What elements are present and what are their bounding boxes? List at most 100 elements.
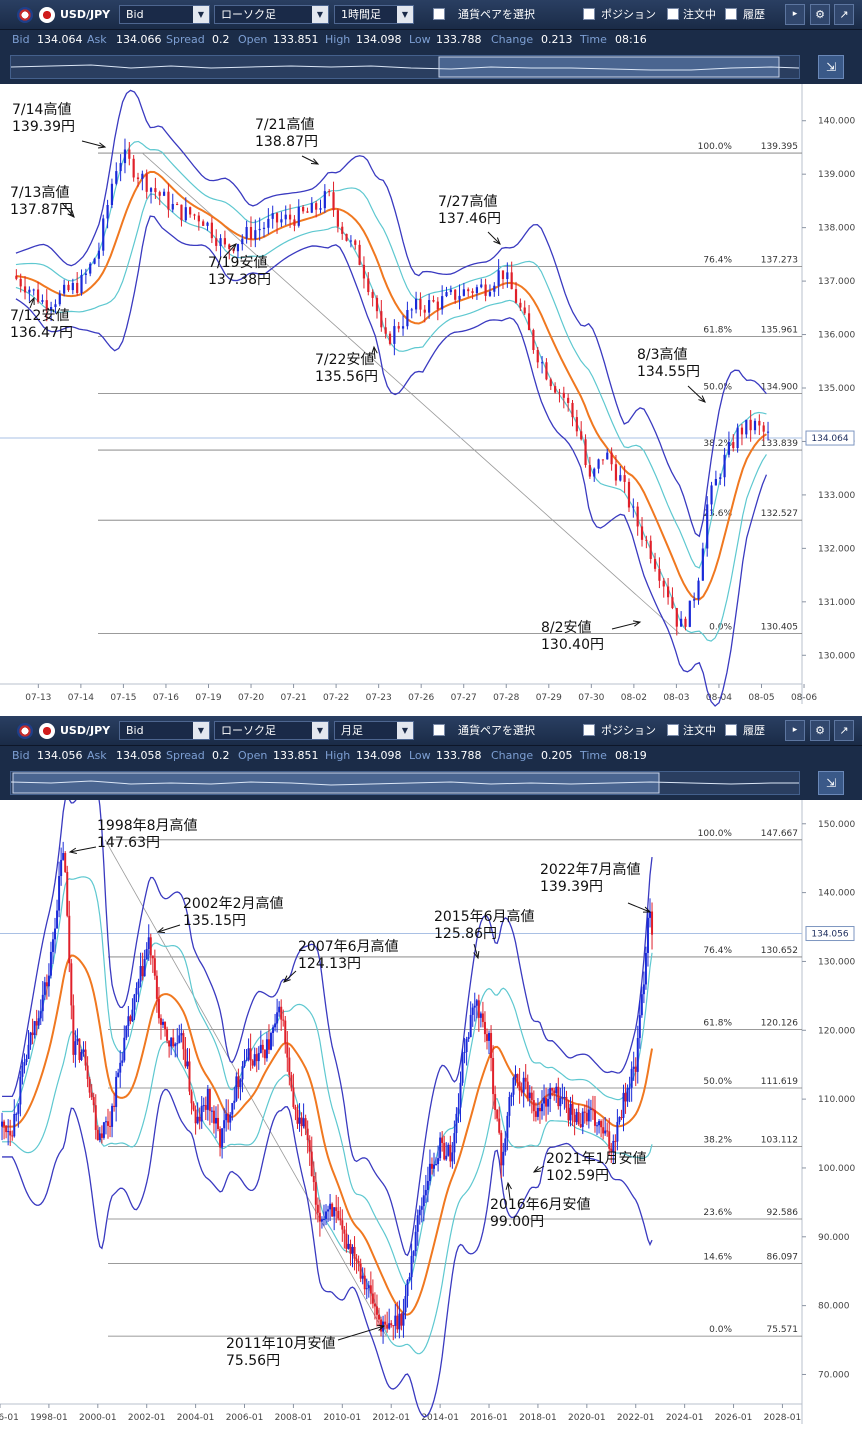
candle-body <box>649 540 652 559</box>
candle-body <box>333 1207 336 1217</box>
pair-label[interactable]: USD/JPY <box>60 724 111 737</box>
candle-body <box>255 1054 258 1062</box>
expand-icon[interactable]: ↗ <box>834 720 854 741</box>
zoom-icon[interactable]: ⇲ <box>818 55 844 79</box>
annotation-arrow <box>507 1182 511 1200</box>
history-checkbox[interactable] <box>725 8 737 20</box>
candle-body <box>254 230 257 240</box>
annotation-arrow <box>627 902 651 913</box>
price-type-select[interactable]: Bid ▼ <box>119 721 210 740</box>
candle-body <box>465 1038 468 1053</box>
gear-icon[interactable]: ⚙ <box>810 720 830 741</box>
candle-body <box>536 350 539 363</box>
pair-select-label[interactable]: 通貨ペアを選択 <box>458 724 535 737</box>
candle-body <box>543 1097 546 1104</box>
fib-percent-label: 23.6% <box>703 1208 732 1218</box>
expand-icon[interactable]: ↗ <box>834 4 854 25</box>
annotation-price: 124.13円 <box>298 956 361 972</box>
timeframe-select[interactable]: 1時間足 ▼ <box>334 5 414 24</box>
navigator-scrollbar[interactable] <box>10 55 800 79</box>
candle-body <box>484 284 487 296</box>
candle-body <box>479 1013 482 1018</box>
candle-body <box>501 270 505 280</box>
candle-body <box>336 210 339 227</box>
candle-body <box>345 233 348 241</box>
candle-body <box>545 1097 548 1107</box>
candle-body <box>310 1151 313 1177</box>
annotation-arrow <box>487 231 501 245</box>
candle-body <box>322 1219 325 1221</box>
position-checkbox[interactable] <box>583 724 595 736</box>
candle-body <box>510 1094 513 1098</box>
candle-body <box>210 222 213 239</box>
candle-body <box>171 203 174 210</box>
candle-body <box>41 300 44 302</box>
navigator-window[interactable] <box>12 772 660 794</box>
dropdown-arrow-icon: ▼ <box>193 6 209 23</box>
candle-body <box>710 485 713 505</box>
candle-body <box>562 392 565 398</box>
orders-checkbox[interactable] <box>667 724 679 736</box>
menu-button[interactable]: ▸ <box>785 4 805 25</box>
open-value: 133.851 <box>273 33 319 46</box>
gear-icon[interactable]: ⚙ <box>810 4 830 25</box>
price-type-value: Bid <box>126 8 144 21</box>
x-tick-label: 2008-01 <box>275 1413 313 1423</box>
x-tick-label: 2016-01 <box>470 1413 508 1423</box>
candle-body <box>449 1144 452 1162</box>
timeframe-select[interactable]: 月足 ▼ <box>334 721 414 740</box>
candle-body <box>362 264 366 279</box>
pair-label[interactable]: USD/JPY <box>60 8 111 21</box>
candle-body <box>581 1111 584 1128</box>
x-tick-label: 2006-01 <box>226 1413 264 1423</box>
bollinger-lower-1sigma <box>2 1031 653 1355</box>
x-tick-label: 07-26 <box>408 693 434 703</box>
candle-body <box>304 1118 307 1129</box>
history-checkbox[interactable] <box>725 724 737 736</box>
orders-checkbox[interactable] <box>667 8 679 20</box>
candle-body <box>436 301 439 310</box>
candle-body <box>414 1231 417 1252</box>
candle-body <box>15 1113 18 1115</box>
candle-body <box>337 1210 340 1219</box>
candle-body <box>523 307 526 314</box>
candle-body <box>349 240 353 242</box>
annotation-price: 147.63円 <box>97 835 160 851</box>
chart-type-select[interactable]: ローソク足 ▼ <box>214 5 329 24</box>
candle-body <box>380 311 383 328</box>
candle-body <box>186 1061 189 1067</box>
annotation-price: 75.56円 <box>226 1353 280 1369</box>
candle-body <box>585 1112 588 1122</box>
candle-body <box>51 939 54 952</box>
candle-body <box>215 238 218 246</box>
fib-value-label: 103.112 <box>761 1136 798 1146</box>
pair-select-checkbox[interactable] <box>433 8 445 20</box>
price-type-select[interactable]: Bid ▼ <box>119 5 210 24</box>
candle-body <box>251 1060 254 1066</box>
zoom-icon[interactable]: ⇲ <box>818 771 844 795</box>
candle-body <box>392 1325 395 1327</box>
change-label: Change <box>491 749 534 762</box>
annotation-arrow <box>473 943 479 959</box>
flag-jp-icon <box>39 7 55 23</box>
annotation-arrowhead <box>98 142 107 149</box>
candle-body <box>33 1021 36 1036</box>
position-checkbox[interactable] <box>583 8 595 20</box>
dropdown-arrow-icon: ▼ <box>397 722 413 739</box>
candle-body <box>423 309 426 313</box>
dropdown-arrow-icon: ▼ <box>312 6 328 23</box>
annotation-arrow <box>611 621 641 630</box>
navigator-scrollbar[interactable] <box>10 771 800 795</box>
candle-body <box>563 1096 566 1098</box>
candle-body <box>455 1113 458 1134</box>
candle-body <box>443 1142 446 1160</box>
menu-button[interactable]: ▸ <box>785 720 805 741</box>
chart-type-select[interactable]: ローソク足 ▼ <box>214 721 329 740</box>
chart-area-hourly[interactable]: 140.000 139.000 138.000 137.000 136.000 135.0… <box>0 84 862 708</box>
pair-select-checkbox[interactable] <box>433 724 445 736</box>
candle-body <box>554 386 557 393</box>
chart-area-monthly[interactable]: 150.000 140.000 130.000 120.000 110.000 100.0… <box>0 800 862 1430</box>
pair-select-label[interactable]: 通貨ペアを選択 <box>458 8 535 21</box>
x-tick-label: 07-21 <box>280 693 306 703</box>
chart-panel-monthly: USD/JPY Bid ▼ ローソク足 ▼ 月足 ▼ 通貨ペアを選択 ポジション 注文… <box>0 716 862 1430</box>
